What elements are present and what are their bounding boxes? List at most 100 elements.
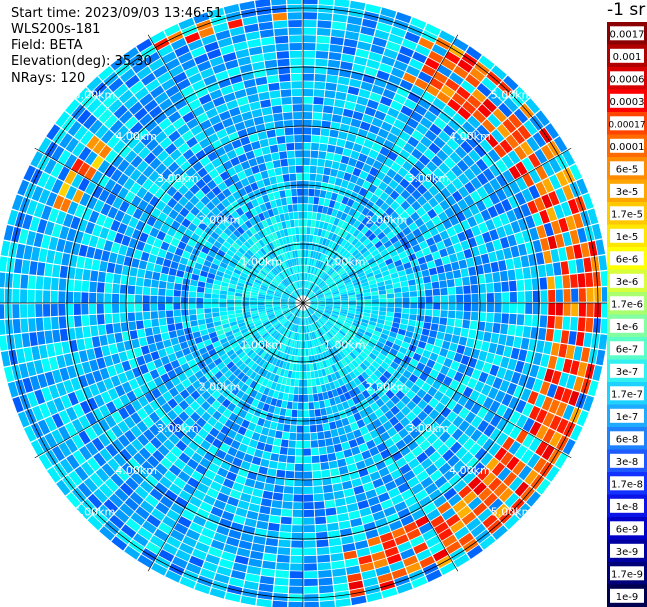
range-bin-cell <box>178 490 192 502</box>
range-bin-cell <box>284 385 290 394</box>
range-bin-cell <box>272 232 278 240</box>
range-bin-cell <box>146 235 156 246</box>
range-bin-cell <box>268 82 280 91</box>
range-bin-cell <box>163 439 175 451</box>
range-bin-cell <box>381 473 394 485</box>
range-bin-cell <box>331 161 340 170</box>
range-bin-cell <box>331 388 339 397</box>
range-bin-cell <box>223 478 235 489</box>
range-bin-cell <box>149 411 160 424</box>
range-bin-cell <box>296 425 303 433</box>
range-bin-cell <box>300 280 303 288</box>
range-bin-cell <box>135 375 146 387</box>
range-bin-cell <box>282 261 288 269</box>
range-bin-cell <box>99 483 114 498</box>
range-bin-cell <box>283 292 290 296</box>
range-bin-cell <box>329 44 343 53</box>
range-bin-cell <box>315 312 321 317</box>
range-bin-cell <box>262 332 269 339</box>
range-bin-cell <box>379 191 389 202</box>
range-bin-cell <box>228 314 236 319</box>
range-bin-cell <box>326 301 333 303</box>
range-bin-cell <box>481 153 495 167</box>
range-bin-cell <box>211 140 223 151</box>
range-bin-cell <box>241 255 250 263</box>
range-bin-cell <box>121 360 132 372</box>
range-bin-cell <box>339 410 347 419</box>
range-bin-cell <box>545 328 554 342</box>
range-bin-cell <box>311 315 317 322</box>
range-bin-cell <box>322 263 328 271</box>
range-bin-cell <box>247 191 256 201</box>
range-bin-cell <box>333 306 341 309</box>
range-bin-cell <box>334 276 341 282</box>
range-bin-cell <box>203 451 215 462</box>
range-bin-cell <box>309 266 313 274</box>
range-bin-cell <box>196 211 206 221</box>
range-bin-cell <box>348 235 356 244</box>
range-bin-cell <box>194 336 203 344</box>
range-bin-cell <box>284 252 289 260</box>
range-bin-cell <box>451 164 463 177</box>
range-bin-cell <box>265 303 273 305</box>
range-bin-cell <box>52 369 63 384</box>
range-bin-cell <box>303 326 305 333</box>
range-bin-cell <box>325 350 331 359</box>
range-bin-cell <box>310 440 319 448</box>
range-bin-cell <box>318 261 324 269</box>
range-bin-cell <box>369 337 378 345</box>
range-bin-cell <box>438 130 451 143</box>
range-bin-cell <box>111 154 124 168</box>
range-bin-cell <box>548 191 560 206</box>
colorbar-tick-label: 1e-7 <box>616 412 639 423</box>
range-bin-cell <box>173 428 185 440</box>
range-bin-cell <box>369 92 382 103</box>
range-bin-cell <box>439 280 448 288</box>
range-bin-cell <box>451 261 460 271</box>
range-bin-cell <box>136 186 148 199</box>
range-bin-cell <box>335 265 343 273</box>
range-bin-cell <box>389 211 399 221</box>
range-bin-cell <box>349 327 357 334</box>
range-bin-cell <box>237 371 246 380</box>
range-bin-cell <box>374 77 387 88</box>
range-bin-cell <box>475 158 488 172</box>
range-bin-cell <box>354 346 362 354</box>
range-bin-cell <box>425 289 433 297</box>
range-bin-cell <box>380 384 390 394</box>
range-bin-cell <box>227 429 237 439</box>
range-bin-cell <box>394 534 409 546</box>
range-bin-cell <box>591 223 603 240</box>
range-bin-cell <box>405 267 414 275</box>
range-bin-cell <box>216 192 226 202</box>
range-bin-cell <box>323 324 330 331</box>
range-bin-cell <box>322 314 329 320</box>
range-bin-cell <box>61 253 71 266</box>
range-bin-cell <box>117 223 128 235</box>
range-bin-cell <box>149 424 161 436</box>
range-bin-cell <box>317 158 326 167</box>
range-bin-cell <box>190 390 201 400</box>
range-bin-cell <box>81 280 90 292</box>
range-bin-cell <box>485 134 499 148</box>
range-bin-cell <box>270 381 277 390</box>
range-bin-cell <box>376 425 387 435</box>
range-bin-cell <box>189 496 202 508</box>
range-bin-cell <box>233 345 241 353</box>
range-bin-cell <box>300 310 302 318</box>
range-bin-cell <box>397 167 409 178</box>
range-bin-cell <box>310 266 315 274</box>
range-bin-cell <box>415 250 424 259</box>
range-bin-cell <box>250 294 258 299</box>
range-bin-cell <box>303 165 310 173</box>
range-bin-cell <box>389 190 400 200</box>
range-bin-cell <box>239 275 247 281</box>
range-bin-cell <box>542 178 555 193</box>
range-bin-cell <box>145 494 159 508</box>
range-bin-cell <box>455 446 468 460</box>
range-bin-cell <box>324 323 331 330</box>
colorbar-label-box <box>610 408 644 423</box>
range-bin-cell <box>434 402 446 413</box>
range-bin-cell <box>137 328 146 338</box>
range-bin-cell <box>280 304 288 307</box>
